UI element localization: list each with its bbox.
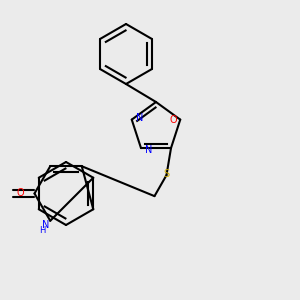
Text: H: H [40,226,46,235]
Text: O: O [16,188,24,199]
Text: N: N [42,220,50,230]
Text: S: S [164,169,170,178]
Text: O: O [170,115,178,124]
Text: N: N [145,145,152,154]
Text: N: N [136,113,143,123]
